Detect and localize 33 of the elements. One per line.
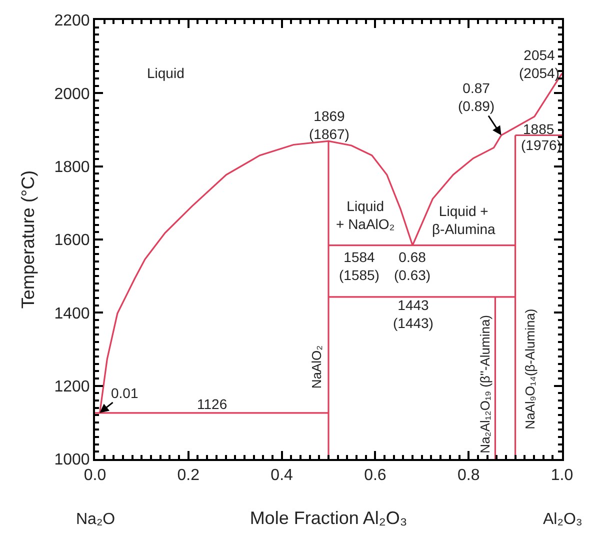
x-tick-label: 0.2 [177, 467, 200, 484]
annotation: Liquid + β-Alumina [432, 203, 496, 238]
annotation: 1869 (1867) [309, 108, 350, 142]
y-tick-label: 1800 [54, 158, 90, 176]
annotation: (1976) [521, 137, 562, 153]
annotation: Liquid + NaAlO₂ [336, 198, 395, 232]
annotation: 1885 [523, 121, 554, 137]
annotation: NaAl₉O₁₄(β-Alumina) [522, 308, 538, 430]
text: Na₂O [76, 511, 116, 528]
x-tick-label: 0.4 [270, 467, 294, 484]
annotation: Na₂Al₁₂O₁₉ (β''-Alumina) [478, 314, 493, 454]
x-axis-title: Mole Fraction Al₂O₃ [250, 508, 408, 528]
x-tick-label: 0.8 [457, 467, 480, 484]
x-tick-label: 0.6 [364, 467, 386, 484]
y-tick-label: 1600 [54, 232, 90, 250]
annotation: 2054 (2054) [519, 47, 560, 82]
annotation: 0.01 [111, 385, 138, 401]
annotation: 0.68 (0.63) [394, 249, 431, 284]
annotation: 1443 (1443) [393, 297, 434, 332]
annotation: 0.87 (0.89) [458, 80, 495, 114]
text: Al₂O₃ [543, 511, 582, 528]
annotation: 1584 (1585) [339, 249, 380, 284]
y-axis-title: Temperature (°C) [18, 170, 38, 309]
annotation: NaAlO₂ [309, 345, 324, 389]
x-tick-label: 1.0 [550, 467, 574, 484]
y-tick-label: 1200 [54, 378, 90, 396]
y-tick-label: 2200 [54, 12, 90, 30]
y-tick-label: 1400 [54, 305, 90, 322]
y-tick-label: 1000 [54, 452, 90, 469]
annotation: Liquid [147, 65, 184, 81]
x-tick-label: 0.0 [84, 467, 106, 484]
annotation: 1126 [197, 396, 228, 412]
y-tick-label: 2000 [54, 86, 90, 103]
